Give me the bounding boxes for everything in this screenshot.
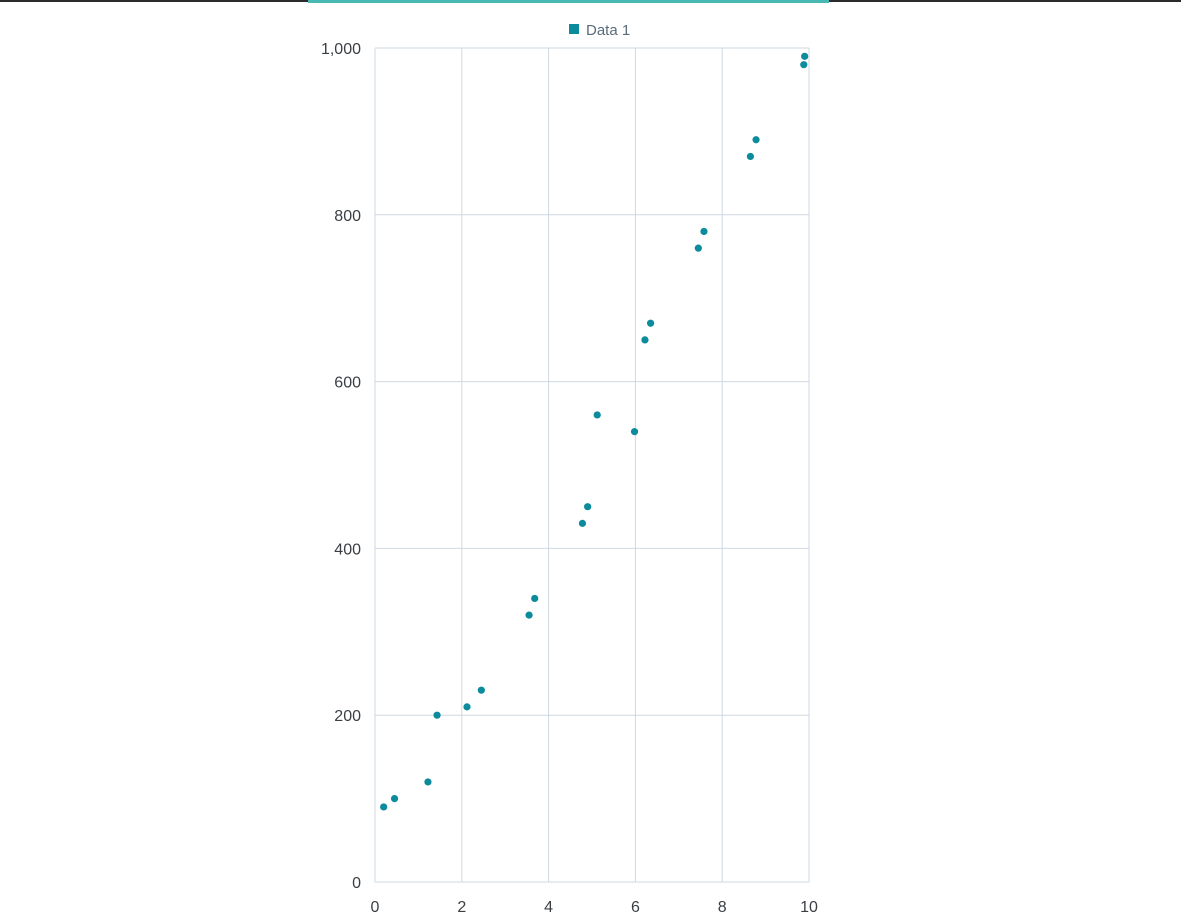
x-tick-label: 6 [631,899,640,916]
data-point[interactable] [801,52,809,60]
data-point[interactable] [525,611,533,619]
data-point[interactable] [593,411,601,419]
data-point[interactable] [477,686,485,694]
data-point[interactable] [463,703,471,711]
y-axis-ticks: 0 200 400 600 800 1,000 [321,41,361,892]
x-tick-label: 0 [371,899,380,916]
data-points [380,52,809,811]
legend-swatch[interactable] [569,24,579,34]
data-point[interactable] [531,594,539,603]
data-point[interactable] [424,778,432,786]
x-tick-label: 4 [544,899,553,916]
y-tick-label: 0 [352,875,361,892]
data-point[interactable] [641,336,649,344]
x-axis-ticks: 0 2 4 6 8 10 [371,899,818,916]
data-point[interactable] [800,61,808,69]
data-point[interactable] [578,519,587,527]
data-point[interactable] [746,152,755,161]
legend[interactable]: Data 1 [569,22,630,39]
legend-label[interactable]: Data 1 [586,22,630,39]
y-tick-label: 200 [334,708,361,725]
x-tick-label: 10 [800,899,818,916]
data-point[interactable] [646,319,655,327]
x-tick-label: 2 [457,899,466,916]
data-point[interactable] [433,711,441,719]
data-point[interactable] [752,136,760,144]
active-tab-indicator [308,0,829,3]
x-tick-label: 8 [718,899,727,916]
data-point[interactable] [694,244,702,252]
grid [374,47,810,883]
data-point[interactable] [380,803,388,811]
y-tick-label: 600 [334,375,361,392]
data-point[interactable] [390,795,399,803]
data-point[interactable] [630,428,639,436]
y-tick-label: 800 [334,208,361,225]
y-tick-label: 1,000 [321,41,361,58]
data-point[interactable] [584,503,592,511]
data-point[interactable] [700,227,708,236]
y-tick-label: 400 [334,541,361,558]
